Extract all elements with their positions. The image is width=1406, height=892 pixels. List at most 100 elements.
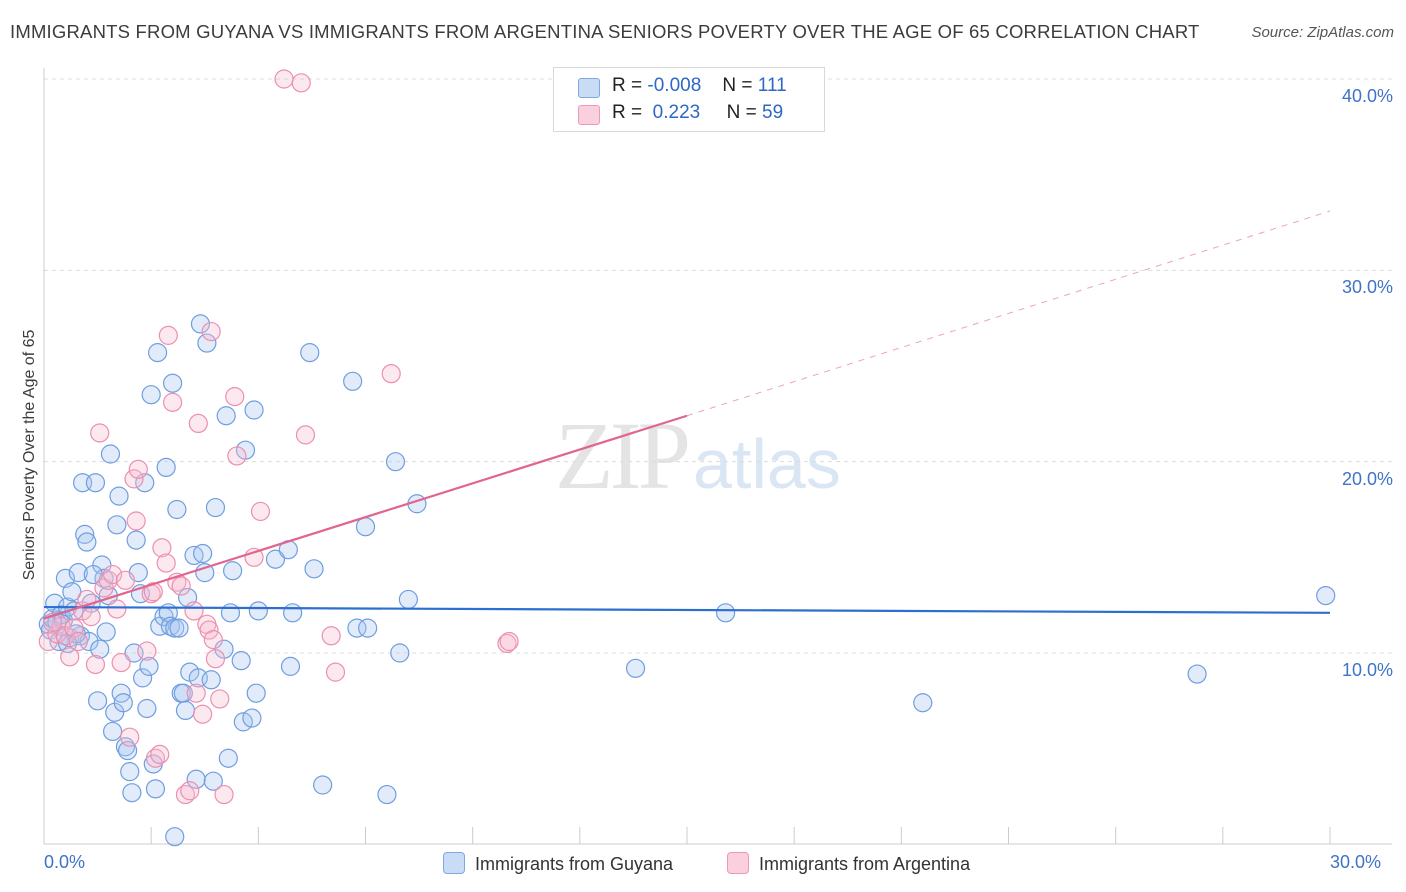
watermark: ZIPatlas (555, 400, 841, 511)
point-guyana (109, 486, 129, 506)
series-argentina-points (38, 69, 519, 805)
point-guyana (145, 779, 166, 799)
point-guyana (205, 497, 226, 518)
point-guyana (186, 769, 206, 789)
point-guyana (163, 373, 183, 393)
point-guyana (147, 343, 168, 363)
legend-r-value-argentina: 0.223 (647, 102, 701, 123)
point-guyana (347, 618, 367, 638)
point-argentina (90, 423, 110, 443)
point-guyana (358, 618, 378, 638)
x-tick-label-min: 0.0% (44, 852, 86, 872)
point-argentina (120, 727, 140, 747)
trend-line-argentina-extension (686, 210, 1331, 417)
point-guyana (75, 524, 95, 544)
stats-legend: R = -0.008 N = 111 R = 0.223 N = 59 (553, 67, 825, 132)
point-guyana (120, 762, 140, 782)
point-guyana (220, 603, 241, 623)
point-guyana (265, 549, 286, 569)
point-guyana (96, 622, 116, 642)
point-argentina (295, 425, 316, 445)
point-argentina (210, 689, 230, 709)
point-guyana (90, 639, 110, 659)
point-argentina (171, 576, 191, 596)
legend-r-label: R = (612, 75, 643, 96)
point-argentina (150, 744, 170, 765)
point-guyana (242, 708, 262, 728)
bottom-legend-swatch-guyana (443, 852, 465, 874)
point-argentina (225, 387, 245, 407)
point-argentina (188, 413, 208, 433)
legend-swatch-guyana (578, 78, 600, 98)
point-guyana (165, 618, 185, 638)
point-argentina (111, 652, 131, 673)
point-argentina (499, 631, 519, 652)
y-tick-label: 30.0% (1341, 277, 1393, 298)
point-argentina (68, 631, 88, 652)
axes (43, 68, 1392, 845)
point-argentina (199, 620, 219, 640)
point-argentina (325, 662, 346, 682)
point-argentina (152, 538, 172, 558)
point-guyana (197, 333, 217, 353)
point-guyana (83, 564, 103, 585)
point-guyana (107, 515, 127, 535)
point-guyana (68, 563, 88, 583)
point-argentina (227, 446, 247, 466)
point-argentina (137, 641, 157, 661)
point-argentina (124, 469, 144, 489)
point-argentina (85, 654, 106, 675)
trend-line-argentina (43, 414, 688, 620)
point-guyana (377, 784, 397, 805)
legend-n-label: N = (726, 102, 757, 123)
chart-title: IMMIGRANTS FROM GUYANA VS IMMIGRANTS FRO… (10, 21, 1200, 42)
point-argentina (321, 626, 341, 646)
point-argentina (381, 364, 401, 384)
point-guyana (283, 603, 303, 623)
point-guyana (169, 618, 189, 638)
bottom-legend-guyana: Immigrants from Guyana (443, 852, 673, 875)
point-guyana (102, 721, 123, 742)
point-guyana (175, 700, 196, 721)
bottom-legend-label-guyana: Immigrants from Guyana (475, 854, 674, 874)
point-guyana (100, 444, 121, 464)
legend-r-value-guyana: -0.008 (647, 75, 702, 96)
point-guyana (111, 683, 131, 703)
point-guyana (216, 406, 236, 426)
trend-lines (43, 210, 1331, 620)
point-guyana (398, 589, 418, 610)
point-guyana (139, 656, 159, 676)
bottom-legend-argentina: Immigrants from Argentina (727, 852, 970, 875)
point-argentina (126, 511, 146, 531)
point-argentina (193, 704, 213, 724)
point-argentina (81, 607, 101, 627)
point-guyana (244, 400, 264, 420)
point-guyana (150, 616, 170, 636)
x-tick-label-max: 30.0% (1330, 852, 1382, 872)
point-guyana (1316, 585, 1336, 606)
point-guyana (715, 603, 736, 623)
point-guyana (343, 371, 363, 391)
grid-lines (44, 78, 1392, 654)
point-guyana (300, 343, 320, 363)
point-argentina (201, 321, 221, 342)
watermark-zip: ZIP (555, 402, 691, 509)
point-guyana (248, 601, 268, 621)
point-guyana (132, 668, 153, 688)
point-guyana (165, 827, 185, 847)
point-guyana (313, 775, 333, 795)
point-guyana (113, 693, 133, 713)
point-argentina (115, 570, 136, 590)
bottom-legend-swatch-argentina (727, 852, 749, 874)
point-argentina (128, 459, 148, 479)
point-guyana (203, 771, 223, 791)
point-argentina (156, 553, 176, 573)
legend-n-label: N = (722, 75, 753, 96)
point-guyana (62, 582, 82, 602)
y-tick-label: 20.0% (1341, 468, 1393, 489)
point-argentina (158, 325, 178, 345)
point-guyana (304, 559, 324, 579)
point-guyana (193, 543, 213, 564)
point-guyana (126, 530, 146, 550)
